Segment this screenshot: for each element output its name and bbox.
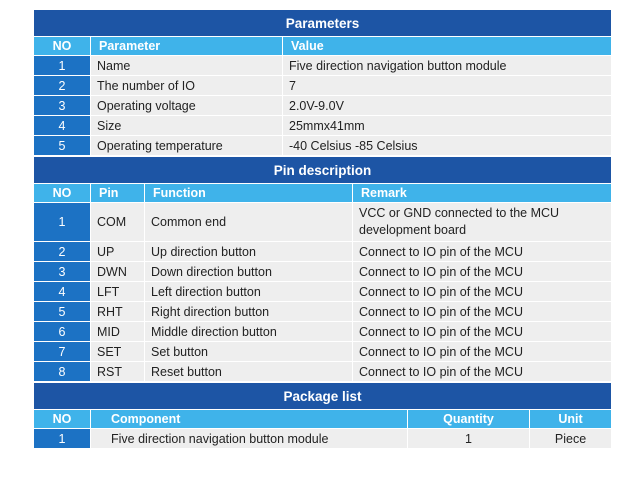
parameters-table: Parameters NO Parameter Value 1 Name Fiv… [32, 9, 613, 156]
pin-function: Right direction button [144, 301, 353, 322]
row-number: 7 [33, 341, 91, 362]
table-row: 2 The number of IO 7 [33, 75, 613, 96]
parameters-header-parameter: Parameter [90, 36, 283, 56]
row-number: 4 [33, 281, 91, 302]
row-number: 2 [33, 241, 91, 262]
pin-remark: Connect to IO pin of the MCU [351, 281, 613, 302]
row-number: 8 [33, 361, 91, 382]
parameter-value: Five direction navigation button module [281, 55, 613, 76]
table-row: 1 Five direction navigation button modul… [33, 428, 613, 449]
parameter-name: The number of IO [90, 75, 283, 96]
pin-remark: Connect to IO pin of the MCU [351, 321, 613, 342]
pin-name: RST [90, 361, 145, 382]
table-row: 7 SET Set button Connect to IO pin of th… [33, 341, 613, 362]
parameter-name: Operating voltage [90, 95, 283, 116]
table-row: 2 UP Up direction button Connect to IO p… [33, 241, 613, 262]
package-header-quantity: Quantity [407, 409, 530, 429]
pin-remark: Connect to IO pin of the MCU [351, 241, 613, 262]
pins-header-no: NO [33, 183, 91, 203]
pin-description-table: Pin description NO Pin Function Remark 1… [32, 156, 613, 382]
table-row: 3 Operating voltage 2.0V-9.0V [33, 95, 613, 116]
row-number: 1 [33, 55, 91, 76]
parameter-value: -40 Celsius -85 Celsius [281, 135, 613, 156]
pin-function: Up direction button [144, 241, 353, 262]
pins-header-remark: Remark [351, 183, 613, 203]
table-row: 5 Operating temperature -40 Celsius -85 … [33, 135, 613, 156]
package-list-title: Package list [32, 382, 613, 410]
package-list-table: Package list NO Component Quantity Unit … [32, 382, 613, 449]
package-header-no: NO [33, 409, 91, 429]
pin-name: LFT [90, 281, 145, 302]
pin-function: Left direction button [144, 281, 353, 302]
package-header-component: Component [90, 409, 408, 429]
row-number: 2 [33, 75, 91, 96]
spec-sheet: Parameters NO Parameter Value 1 Name Fiv… [32, 9, 613, 449]
parameter-name: Name [90, 55, 283, 76]
pin-remark: Connect to IO pin of the MCU [351, 301, 613, 322]
pin-function: Common end [144, 202, 353, 242]
pin-function: Reset button [144, 361, 353, 382]
pin-name: SET [90, 341, 145, 362]
parameters-header-no: NO [33, 36, 91, 56]
row-number: 3 [33, 95, 91, 116]
parameter-name: Size [90, 115, 283, 136]
pin-name: DWN [90, 261, 145, 282]
table-row: 4 Size 25mmx41mm [33, 115, 613, 136]
row-number: 3 [33, 261, 91, 282]
package-header-unit: Unit [528, 409, 613, 429]
table-row: 8 RST Reset button Connect to IO pin of … [33, 361, 613, 382]
row-number: 1 [33, 428, 91, 449]
row-number: 5 [33, 135, 91, 156]
parameter-value: 2.0V-9.0V [281, 95, 613, 116]
component-quantity: 1 [407, 428, 530, 449]
table-row: 5 RHT Right direction button Connect to … [33, 301, 613, 322]
table-row: 3 DWN Down direction button Connect to I… [33, 261, 613, 282]
pin-description-title: Pin description [32, 156, 613, 184]
table-row: 4 LFT Left direction button Connect to I… [33, 281, 613, 302]
pin-remark: Connect to IO pin of the MCU [351, 261, 613, 282]
parameter-name: Operating temperature [90, 135, 283, 156]
parameters-title: Parameters [32, 9, 613, 37]
row-number: 5 [33, 301, 91, 322]
pin-remark: Connect to IO pin of the MCU [351, 361, 613, 382]
table-row: 1 COM Common end VCC or GND connected to… [33, 202, 613, 242]
pin-function: Middle direction button [144, 321, 353, 342]
pins-header-function: Function [144, 183, 353, 203]
parameters-header-value: Value [281, 36, 613, 56]
pin-name: COM [90, 202, 145, 242]
pin-remark: VCC or GND connected to the MCU developm… [351, 202, 613, 242]
pin-remark: Connect to IO pin of the MCU [351, 341, 613, 362]
pin-name: UP [90, 241, 145, 262]
pin-name: RHT [90, 301, 145, 322]
pin-function: Down direction button [144, 261, 353, 282]
component-unit: Piece [528, 428, 613, 449]
table-row: 6 MID Middle direction button Connect to… [33, 321, 613, 342]
pins-header-pin: Pin [90, 183, 145, 203]
parameter-value: 25mmx41mm [281, 115, 613, 136]
row-number: 4 [33, 115, 91, 136]
component-name: Five direction navigation button module [90, 428, 408, 449]
row-number: 1 [33, 202, 91, 242]
table-row: 1 Name Five direction navigation button … [33, 55, 613, 76]
parameter-value: 7 [281, 75, 613, 96]
row-number: 6 [33, 321, 91, 342]
pin-name: MID [90, 321, 145, 342]
pin-function: Set button [144, 341, 353, 362]
